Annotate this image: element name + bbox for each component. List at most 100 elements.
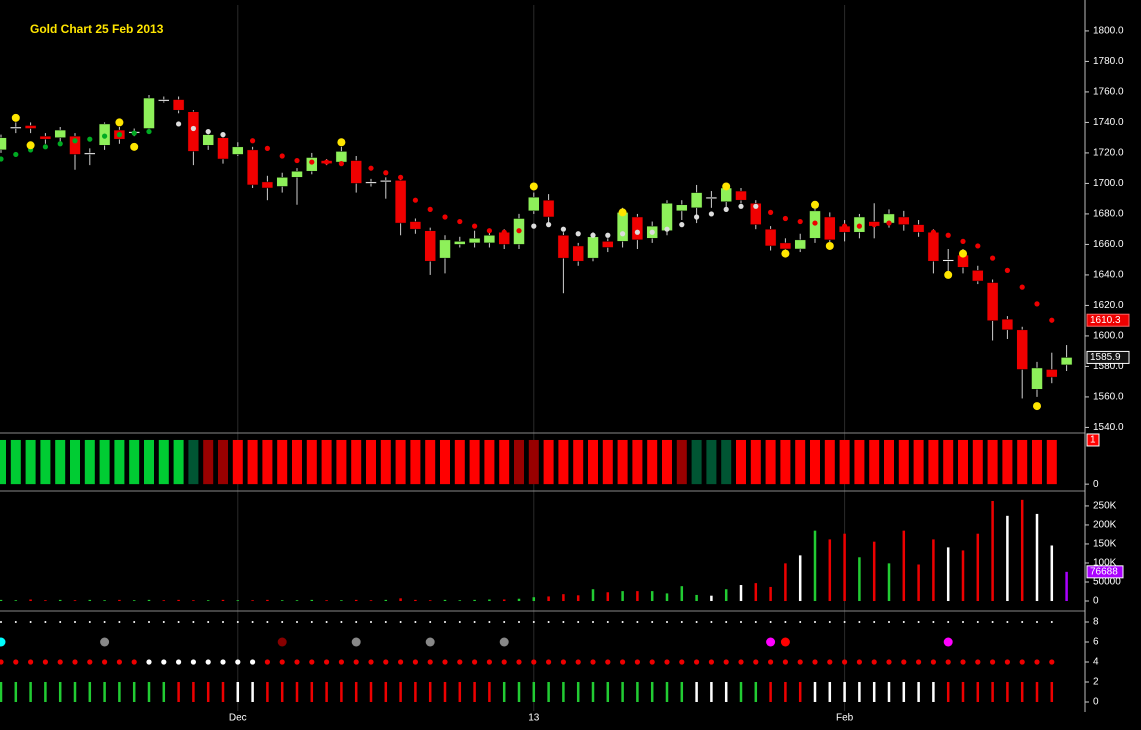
bar bbox=[502, 599, 506, 602]
bar bbox=[499, 439, 510, 485]
indicator-dot bbox=[57, 659, 63, 665]
indicator-dot bbox=[738, 659, 744, 665]
sar-dot bbox=[176, 121, 182, 127]
indicator-bar bbox=[177, 682, 180, 702]
indicator-dot bbox=[725, 621, 728, 623]
indicator-dot bbox=[990, 659, 996, 665]
candle-body bbox=[764, 228, 777, 247]
indicator-bar bbox=[872, 682, 876, 702]
indicator-dot bbox=[296, 621, 298, 623]
y-tick-label: 100K bbox=[1093, 558, 1117, 569]
signal-dot bbox=[618, 208, 627, 217]
candle-body bbox=[439, 239, 451, 259]
sar-dot bbox=[338, 161, 344, 167]
sar-dot bbox=[501, 229, 507, 235]
bar bbox=[40, 439, 51, 485]
candle-body bbox=[705, 196, 718, 199]
sar-dot bbox=[664, 226, 670, 232]
candle-body bbox=[690, 192, 703, 209]
bar bbox=[1035, 513, 1039, 602]
indicator-bar bbox=[280, 682, 284, 702]
sar-dot bbox=[57, 141, 63, 147]
bar bbox=[839, 439, 850, 485]
indicator-dot bbox=[1049, 659, 1055, 665]
indicator-dot bbox=[87, 659, 93, 665]
candle-body bbox=[750, 203, 762, 225]
bar bbox=[177, 599, 180, 602]
indicator-dot bbox=[351, 637, 361, 647]
indicator-bar bbox=[902, 682, 906, 702]
signal-dot bbox=[529, 182, 538, 191]
bar bbox=[769, 586, 772, 602]
indicator-bar bbox=[562, 682, 565, 702]
indicator-dot bbox=[264, 659, 270, 665]
bar bbox=[369, 600, 373, 602]
indicator-bar bbox=[784, 682, 787, 702]
y-tick-label: 1740.0 bbox=[1093, 117, 1124, 128]
bar bbox=[1006, 515, 1009, 602]
signal-dot bbox=[722, 182, 731, 191]
indicator-dot bbox=[1034, 659, 1040, 665]
y-tick-label: 1540.0 bbox=[1093, 422, 1124, 433]
sar-dot bbox=[516, 228, 522, 234]
indicator-dot bbox=[281, 621, 284, 623]
indicator-bar bbox=[547, 682, 550, 702]
bar bbox=[528, 439, 539, 485]
sar-dot bbox=[531, 223, 537, 229]
indicator-dot bbox=[1050, 621, 1053, 623]
bar bbox=[440, 439, 450, 485]
bar bbox=[410, 439, 421, 485]
sar-dot bbox=[324, 159, 330, 165]
candle-body bbox=[424, 230, 436, 262]
y-tick-label: 1720.0 bbox=[1093, 148, 1124, 159]
sar-dot bbox=[679, 222, 685, 228]
candle-body bbox=[676, 204, 688, 212]
indicator-bar bbox=[428, 682, 432, 702]
bar bbox=[710, 595, 713, 602]
sar-dot bbox=[930, 229, 937, 235]
indicator-dot bbox=[131, 659, 137, 665]
bar bbox=[547, 596, 550, 602]
indicator-dot bbox=[353, 659, 359, 665]
bar bbox=[562, 594, 565, 602]
indicator-bar bbox=[946, 682, 950, 702]
bar bbox=[236, 600, 240, 602]
value-label: 1585.9 bbox=[1090, 352, 1121, 363]
bar bbox=[484, 439, 495, 485]
bar bbox=[617, 439, 628, 485]
indicator-dot bbox=[294, 659, 300, 665]
indicator-dot bbox=[902, 621, 905, 623]
indicator-bar bbox=[932, 682, 935, 702]
bar bbox=[247, 439, 258, 485]
candle-body bbox=[1031, 367, 1043, 390]
indicator-dot bbox=[828, 621, 831, 623]
bar bbox=[340, 600, 343, 602]
sar-dot bbox=[250, 138, 256, 144]
y-tick-label: 4 bbox=[1093, 657, 1099, 668]
sar-dot bbox=[620, 231, 626, 237]
sar-dot bbox=[13, 151, 19, 158]
indicator-bar bbox=[44, 682, 47, 702]
bar bbox=[29, 599, 32, 602]
bar bbox=[384, 599, 388, 602]
bar bbox=[469, 439, 480, 485]
candle-body bbox=[202, 134, 214, 146]
indicator-bar bbox=[192, 682, 195, 702]
indicator-bar bbox=[591, 682, 595, 702]
y-tick-label: 1800.0 bbox=[1093, 26, 1124, 37]
indicator-dot bbox=[207, 621, 210, 623]
candle-body bbox=[1046, 369, 1058, 378]
signal-dot bbox=[115, 118, 124, 127]
indicator-dot bbox=[1036, 621, 1038, 623]
indicator-dot bbox=[873, 621, 876, 623]
bar bbox=[280, 600, 284, 602]
indicator-dot bbox=[0, 637, 6, 647]
y-tick-label: 50000 bbox=[1093, 577, 1121, 588]
indicator-dot bbox=[148, 621, 150, 623]
indicator-dot bbox=[694, 659, 700, 665]
bar bbox=[488, 599, 491, 602]
sar-dot bbox=[205, 128, 211, 135]
x-tick-label: Feb bbox=[836, 713, 854, 724]
indicator-dot bbox=[235, 659, 241, 665]
bar bbox=[58, 599, 62, 602]
